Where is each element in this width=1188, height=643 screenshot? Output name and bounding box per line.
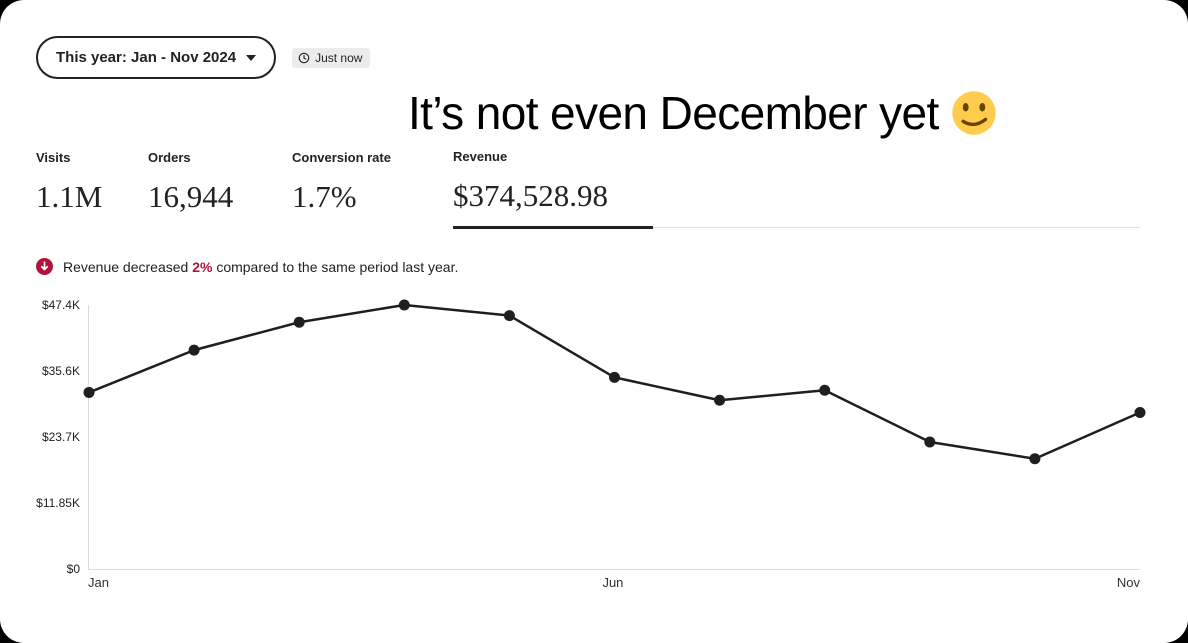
insight-percent: 2% (192, 258, 213, 275)
date-range-label: This year: Jan - Nov 2024 (56, 49, 237, 66)
data-point-may[interactable] (503, 310, 515, 322)
data-point-nov[interactable] (1134, 406, 1146, 418)
data-point-jul[interactable] (714, 394, 726, 406)
last-updated-label: Just now (315, 50, 363, 65)
data-point-oct[interactable] (1029, 453, 1041, 465)
stat-value: 1.7% (292, 179, 357, 214)
revenue-chart-section: $47.4K $35.6K $23.7K $11.85K $0 Jan Jun … (36, 298, 1146, 590)
y-axis-labels: $47.4K $35.6K $23.7K $11.85K $0 (36, 298, 88, 576)
stat-value: 16,944 (148, 179, 234, 214)
y-tick: $11.85K (36, 496, 80, 510)
stat-label: Visits (36, 150, 71, 165)
data-point-mar[interactable] (293, 316, 305, 328)
x-axis-labels: Jan Jun Nov (88, 575, 1140, 590)
annotation-text: It’s not even December yet (408, 87, 939, 139)
stats-row: Visits 1.1M Orders 16,944 Conversion rat… (36, 149, 1140, 229)
insight-text: Revenue decreased 2% compared to the sam… (63, 259, 458, 275)
date-range-button[interactable]: This year: Jan - Nov 2024 (36, 36, 277, 79)
x-tick: Nov (1116, 575, 1140, 590)
stat-revenue[interactable]: Revenue $374,528.98 (453, 149, 1140, 229)
stat-label: Revenue (453, 149, 508, 164)
y-tick: $47.4K (41, 298, 80, 312)
y-tick: $23.7K (41, 430, 80, 444)
chevron-down-icon (246, 54, 257, 61)
stat-value: 1.1M (36, 179, 103, 214)
data-point-aug[interactable] (819, 384, 831, 396)
y-tick: $35.6K (41, 364, 80, 378)
y-tick: $0 (66, 562, 80, 576)
last-updated-badge: Just now (292, 47, 371, 68)
arrow-down-circle-icon (36, 258, 53, 275)
topbar: This year: Jan - Nov 2024 Just now (0, 0, 1188, 79)
stat-conversion-rate[interactable]: Conversion rate 1.7% (292, 150, 453, 228)
annotation-headline: It’s not even December yet (408, 86, 997, 140)
insight-row: Revenue decreased 2% compared to the sam… (36, 258, 1140, 275)
data-point-sep[interactable] (924, 436, 936, 448)
data-point-apr[interactable] (398, 299, 410, 311)
stat-label: Conversion rate (292, 150, 391, 165)
stat-visits[interactable]: Visits 1.1M (36, 150, 148, 228)
stat-orders[interactable]: Orders 16,944 (148, 150, 292, 228)
data-point-jun[interactable] (609, 371, 620, 383)
insight-suffix: compared to the same period last year. (212, 258, 459, 275)
stat-label: Orders (148, 150, 191, 165)
x-tick: Jun (602, 575, 624, 590)
insight-prefix: Revenue decreased (63, 258, 193, 275)
x-tick: Jan (88, 575, 109, 590)
clock-icon (298, 52, 310, 64)
data-point-jan[interactable] (83, 386, 95, 398)
data-point-feb[interactable] (188, 344, 200, 356)
revenue-line-chart[interactable] (83, 299, 1146, 570)
smirk-emoji-icon (951, 90, 997, 136)
stat-value: $374,528.98 (453, 178, 608, 213)
